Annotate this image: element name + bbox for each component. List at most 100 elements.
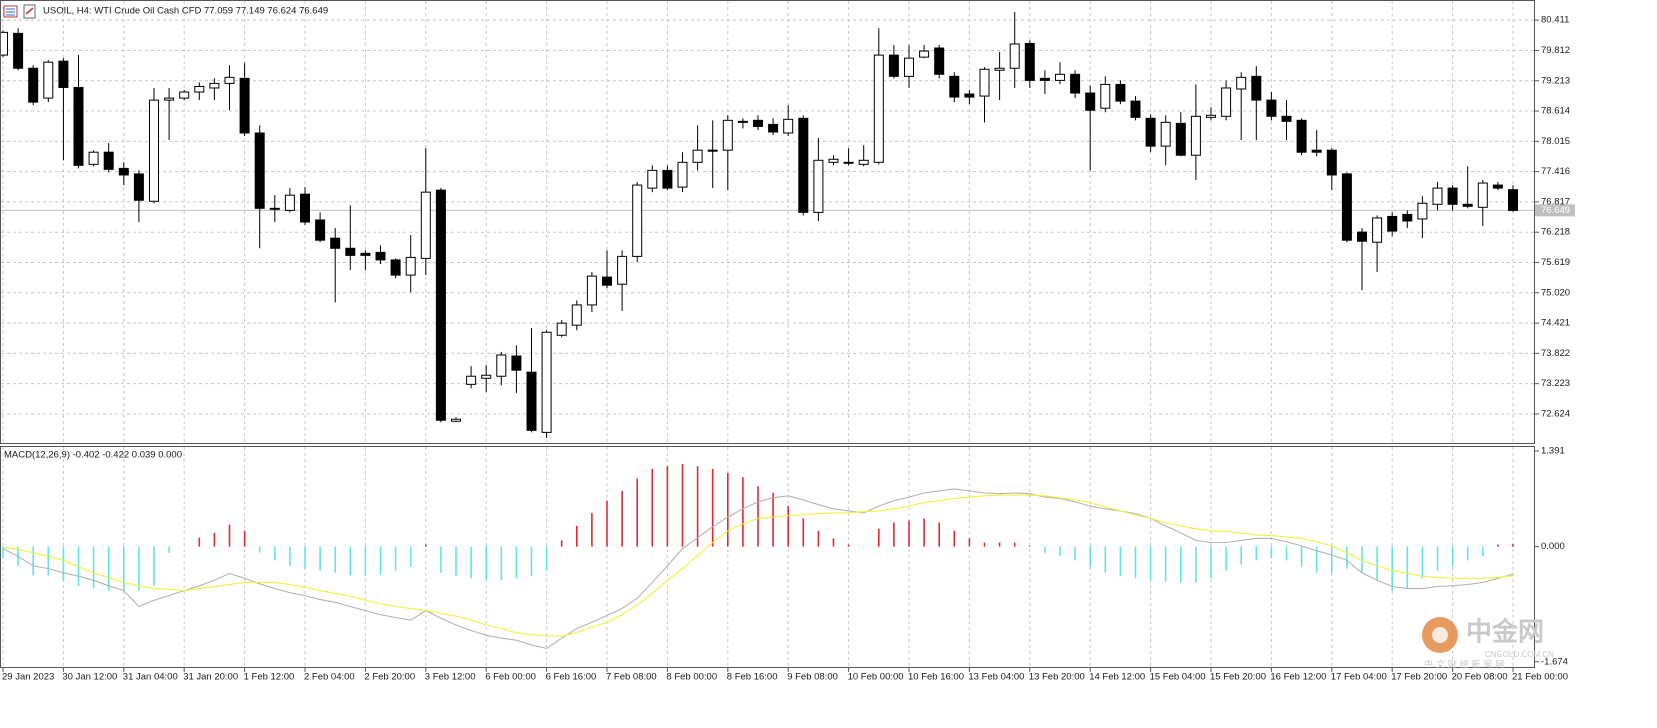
candle-body	[934, 47, 945, 75]
candle-body	[1100, 83, 1111, 109]
y-tick-label: 77.416	[1541, 166, 1570, 177]
x-tick-label: 6 Feb 16:00	[546, 672, 597, 683]
candle-body	[1266, 99, 1277, 117]
candle-body	[1039, 77, 1050, 81]
x-tick-label: 8 Feb 16:00	[727, 672, 778, 683]
candle-body	[753, 119, 763, 127]
x-tick-label: 16 Feb 12:00	[1270, 672, 1326, 683]
candle-body	[1432, 187, 1443, 205]
candle-body	[677, 161, 688, 188]
x-tick-label: 7 Feb 08:00	[606, 672, 657, 683]
grid: 80.411 79.812 79.213 78.614 78.015 77.416 76.8…	[1, 1, 1570, 683]
candle-body	[1175, 122, 1186, 156]
candle-body	[541, 331, 552, 433]
candle-body	[1311, 149, 1322, 153]
candle-body	[828, 158, 839, 163]
candle-body	[481, 374, 492, 379]
current-price-box	[1535, 204, 1575, 217]
candle-body	[1447, 187, 1458, 205]
y-tick-label: 76.218	[1541, 227, 1570, 238]
candle-body	[1402, 213, 1413, 222]
candle-body	[707, 149, 718, 152]
candle-body	[617, 255, 628, 285]
candle-body	[1326, 149, 1337, 176]
candle-body	[843, 161, 854, 164]
x-tick-label: 1 Feb 12:00	[244, 672, 295, 683]
candle-body	[526, 371, 537, 431]
candle-body	[300, 193, 310, 223]
candle-body	[1190, 115, 1201, 156]
candle-body	[73, 86, 84, 166]
candle-body	[783, 118, 794, 134]
candle-body	[571, 304, 582, 326]
candle-body	[375, 251, 386, 261]
candle-body	[602, 276, 612, 286]
x-tick-label: 31 Jan 04:00	[123, 672, 178, 683]
marks: 76.649	[0, 12, 1575, 649]
candle-body	[511, 355, 522, 371]
candle-body	[556, 322, 567, 336]
candle-body	[330, 237, 341, 249]
candle-body	[1009, 43, 1020, 69]
price-panel-border	[0, 0, 1535, 444]
x-tick-label: 21 Feb 00:00	[1512, 672, 1568, 683]
candle-body	[0, 31, 8, 56]
candle-body	[88, 151, 99, 165]
x-tick-label: 6 Feb 00:00	[485, 672, 536, 683]
candle-body	[1024, 42, 1035, 81]
y-tick-label: -1.674	[1541, 656, 1568, 667]
x-tick-label: 10 Feb 00:00	[848, 672, 904, 683]
candle-body	[360, 252, 371, 256]
y-tick-label: 78.015	[1541, 136, 1570, 147]
y-tick-label: 80.411	[1541, 15, 1569, 26]
candle-body	[466, 375, 477, 385]
watermark-site: CNGOLD.COM.CN	[1485, 650, 1554, 659]
candle-body	[179, 91, 190, 99]
candle-body	[58, 60, 69, 88]
candle-body	[1055, 73, 1065, 81]
candle-body	[103, 151, 114, 170]
candle-body	[420, 191, 431, 259]
indicator-title: MACD(12,26,9) -0.402 -0.422 0.039 0.000	[4, 450, 182, 461]
candle-body	[1296, 119, 1307, 153]
x-tick-label: 13 Feb 20:00	[1029, 672, 1085, 683]
candle-body	[1508, 189, 1518, 211]
candle-body	[858, 159, 869, 165]
candle-body	[994, 67, 1005, 71]
y-tick-label: 79.812	[1541, 45, 1570, 56]
x-tick-label: 3 Feb 12:00	[425, 672, 476, 683]
candle-body	[1492, 184, 1503, 189]
candle-body	[1477, 182, 1488, 208]
candle-body	[1251, 75, 1262, 101]
candle-body	[904, 57, 914, 77]
candle-body	[1462, 203, 1473, 207]
x-tick-label: 31 Jan 20:00	[183, 672, 238, 683]
candle-body	[979, 68, 990, 97]
candle-body	[813, 159, 824, 213]
candle-body	[1160, 121, 1171, 147]
current-price-label: 76.649	[1541, 205, 1570, 216]
y-tick-label: 72.624	[1541, 408, 1570, 419]
candle-body	[1281, 115, 1292, 122]
candle-body	[118, 167, 129, 176]
candle-body	[798, 117, 809, 213]
candle-body	[1085, 92, 1096, 111]
candle-body	[435, 189, 446, 421]
y-tick-label: 1.391	[1541, 446, 1565, 457]
candle-body	[345, 247, 356, 256]
watermark-tagline: 中 文 财 经 新 闻 网	[1424, 659, 1504, 671]
candle-body	[647, 169, 658, 189]
candle-body	[1417, 202, 1428, 220]
candle-body	[1070, 73, 1081, 94]
candle-body	[964, 93, 975, 98]
x-tick-label: 9 Feb 08:00	[787, 672, 838, 683]
x-tick-label: 20 Feb 08:00	[1452, 672, 1508, 683]
candle-body	[284, 194, 295, 211]
candle-body	[405, 256, 416, 276]
candle-body	[888, 54, 899, 77]
x-tick-label: 15 Feb 20:00	[1210, 672, 1266, 683]
candle-body	[1357, 231, 1367, 242]
signal-line	[2, 494, 1514, 637]
x-tick-label: 8 Feb 00:00	[666, 672, 717, 683]
